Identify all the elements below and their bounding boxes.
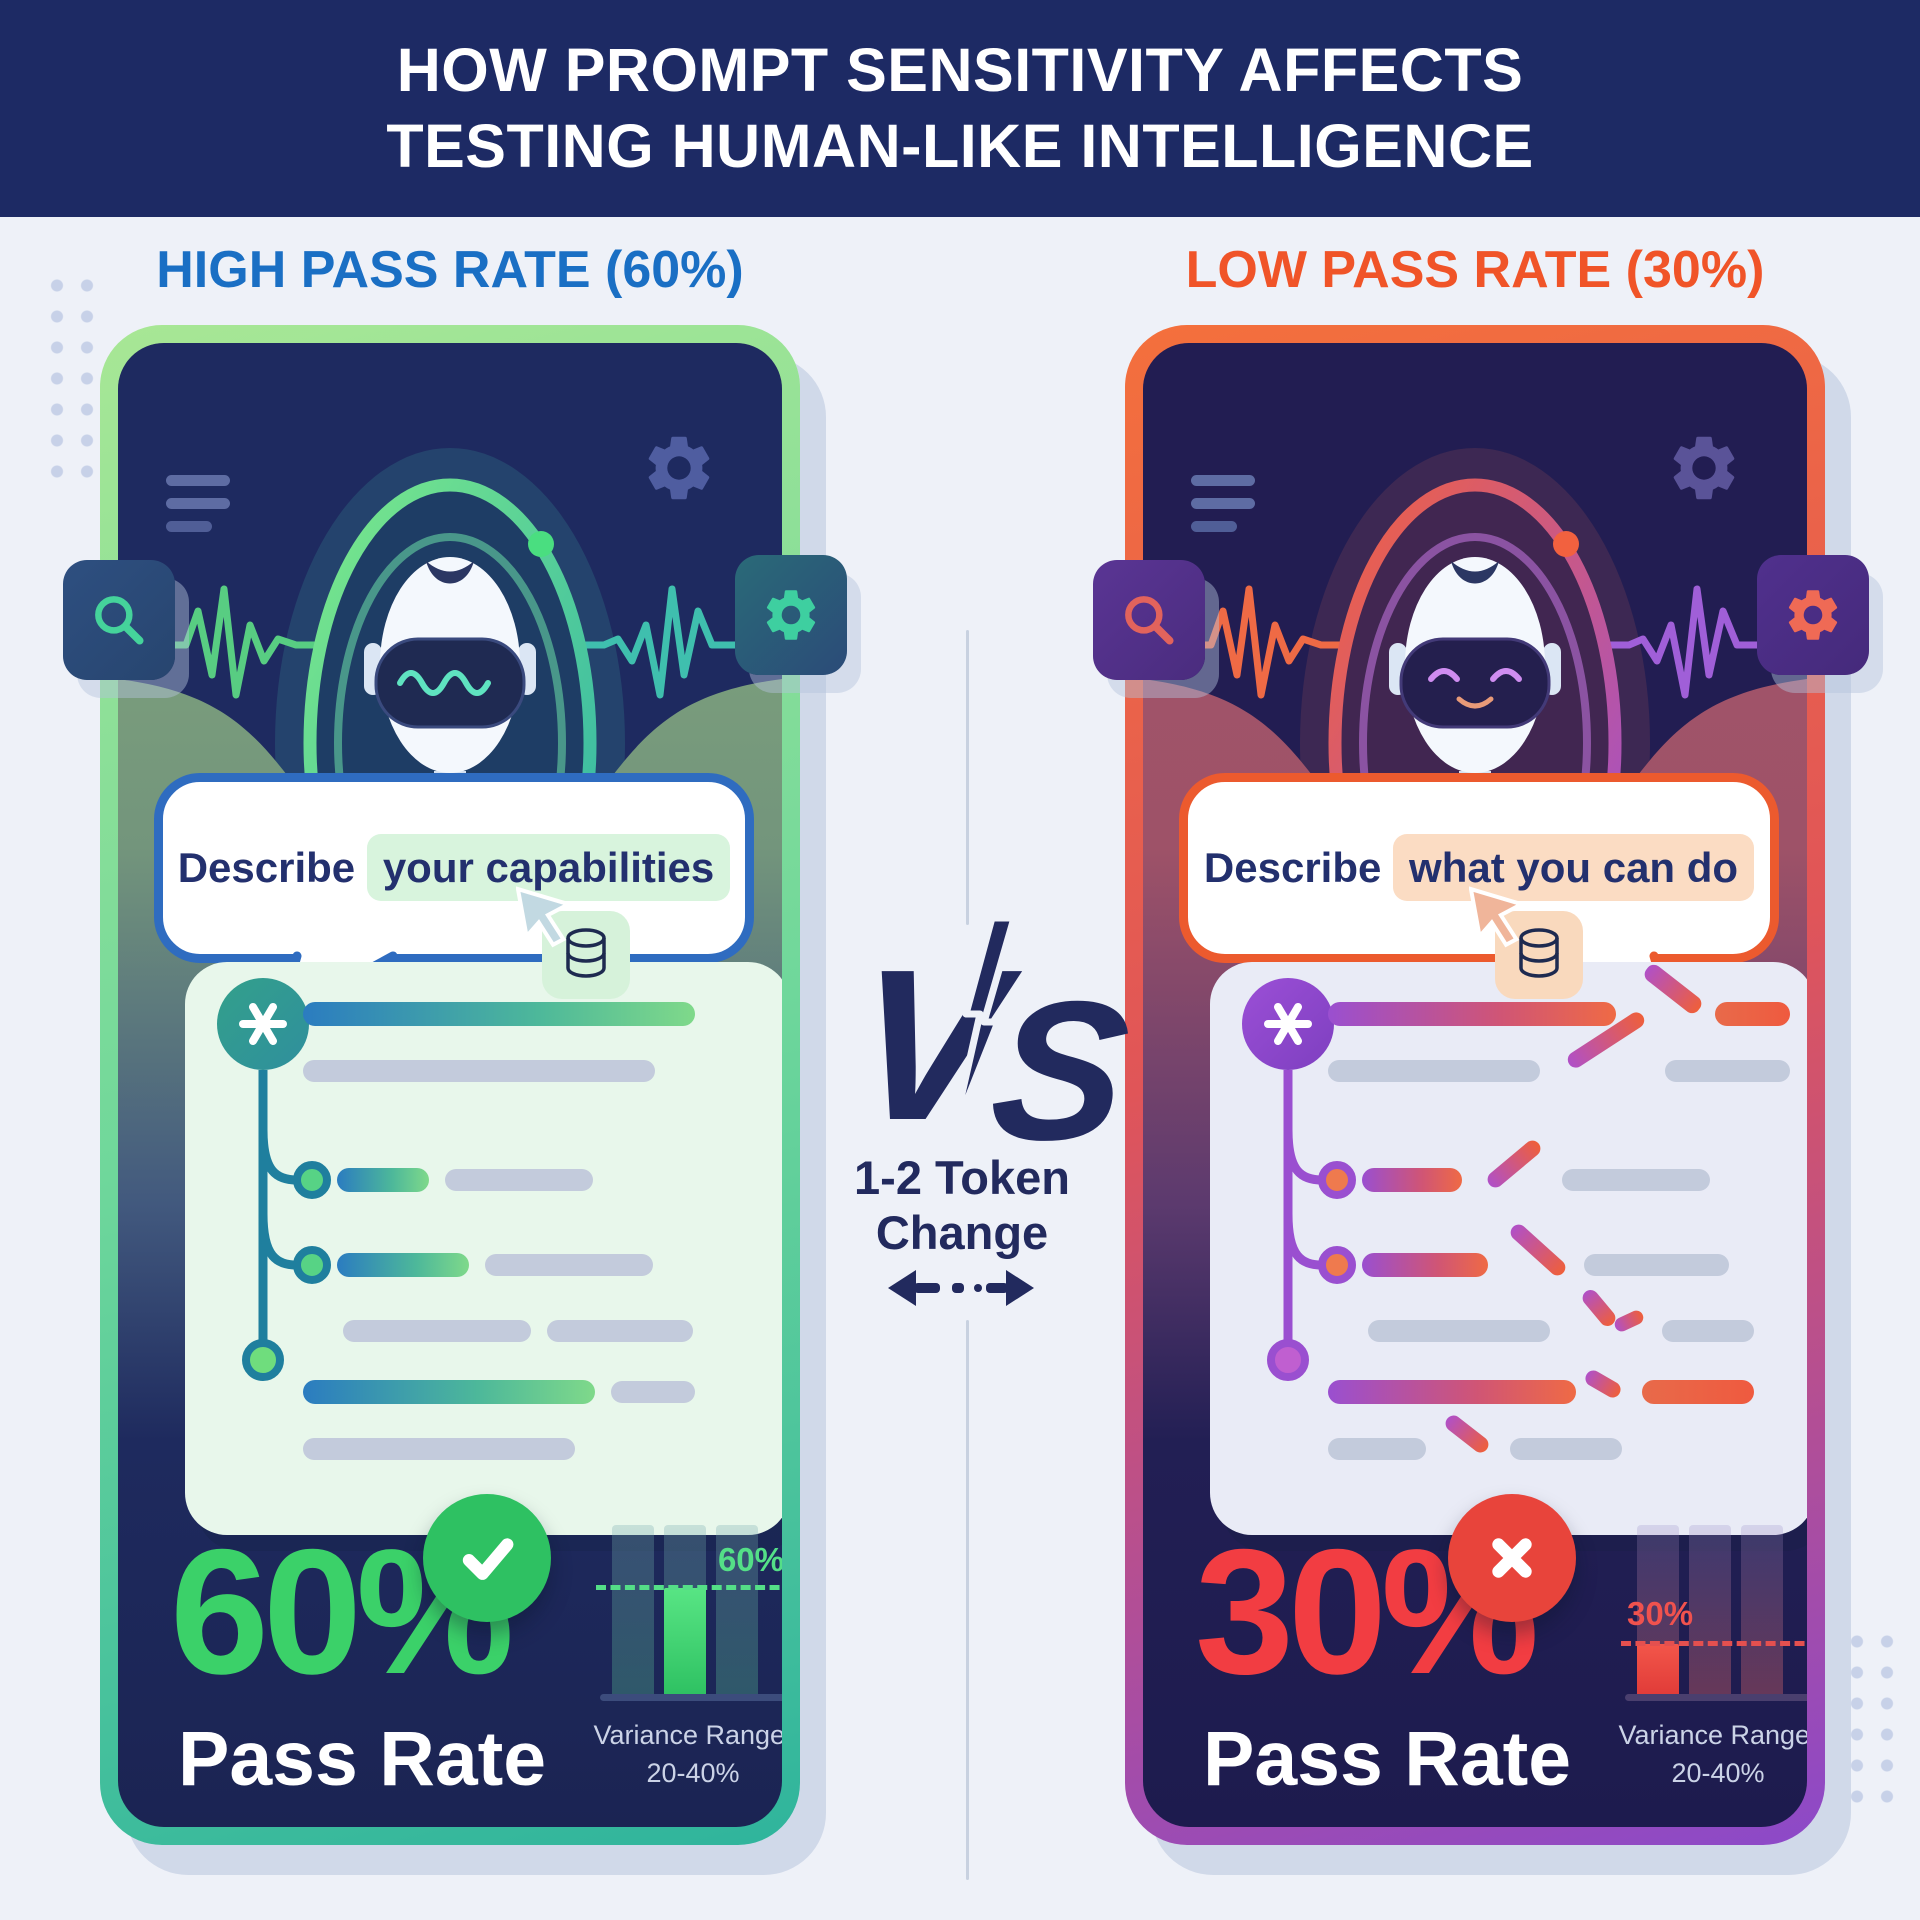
search-icon[interactable] (1093, 560, 1205, 680)
lightning-bolt-icon (948, 918, 1018, 1142)
skeleton-line (1328, 1380, 1576, 1404)
gear-icon[interactable] (640, 429, 718, 507)
robot-visor-wave (397, 670, 491, 696)
prompt-text: Describe your capabilities (177, 834, 731, 901)
marker-line (1621, 1641, 1807, 1646)
skeleton-line (303, 1060, 655, 1082)
waveform-left (154, 585, 318, 699)
skeleton-line (337, 1168, 429, 1192)
double-arrow-icon (888, 1270, 1034, 1306)
pass-rate-label: Pass Rate (1203, 1716, 1572, 1802)
skeleton-line (1562, 1169, 1710, 1191)
chart-baseline (600, 1694, 782, 1701)
skeleton-line (1328, 1060, 1540, 1082)
ghost-bar (1741, 1525, 1783, 1696)
chart-baseline (1625, 1694, 1807, 1701)
cursor-icon (516, 886, 574, 948)
response-panel (1210, 961, 1807, 1622)
page-title: HOW PROMPT SENSITIVITY AFFECTS TESTING H… (386, 33, 1533, 184)
skeleton-line (445, 1169, 593, 1191)
decor-dots-top-left (34, 262, 96, 480)
skeleton-line (547, 1320, 693, 1342)
check-icon (462, 1538, 514, 1580)
response-tree (1242, 978, 1356, 1381)
skeleton-line (303, 1380, 595, 1404)
waveform-right (582, 585, 744, 699)
high-pass-card: Describe your capabilities (63, 325, 847, 1845)
low-pass-header: LOW PASS RATE (30%) (1185, 241, 1765, 299)
skeleton-line (611, 1381, 695, 1403)
center-divider-top (966, 630, 969, 925)
robot-eye (1428, 668, 1460, 682)
menu-icon[interactable] (1191, 475, 1255, 532)
pass-rate-label: Pass Rate (178, 1716, 547, 1802)
skeleton-line (1362, 1168, 1462, 1192)
cursor-icon (1469, 886, 1527, 948)
ring-dot-top (528, 531, 554, 557)
skeleton-line (1584, 1254, 1729, 1276)
skeleton-line (1642, 1380, 1754, 1404)
gear-icon[interactable] (735, 555, 847, 675)
skeleton-line (1362, 1253, 1488, 1277)
robot-smile (1456, 696, 1494, 709)
pass-check-badge (423, 1494, 551, 1622)
prompt-prefix: Describe (177, 844, 356, 891)
skeleton-line (303, 1002, 695, 1026)
token-change-label: 1-2 Token Change (854, 1151, 1070, 1260)
center-divider-bottom (966, 1320, 969, 1880)
ghost-bar (1689, 1525, 1731, 1696)
prompt-text: Describe what you can do (1203, 834, 1755, 901)
prompt-highlight: what you can do (1393, 834, 1755, 901)
decor-dots-bottom-right (1834, 1618, 1896, 1808)
marker-label: 60% (717, 1541, 782, 1578)
variance-note: Variance Range: 20-40% (1618, 1720, 1807, 1788)
search-icon[interactable] (63, 560, 175, 680)
variance-chart: 60% (596, 1525, 782, 1701)
marker-bar (664, 1588, 706, 1696)
robot-eye (1490, 668, 1522, 682)
marker-bar (1637, 1644, 1679, 1696)
gear-icon[interactable] (1757, 555, 1869, 675)
prompt-bubble: Describe what you can do (1179, 773, 1779, 1023)
title-line-2: TESTING HUMAN-LIKE INTELLIGENCE (386, 111, 1534, 180)
x-icon (1492, 1538, 1532, 1578)
menu-icon[interactable] (166, 475, 230, 532)
variance-chart: 30% (1621, 1525, 1807, 1701)
skeleton-line (1328, 1438, 1426, 1460)
high-pass-header: HIGH PASS RATE (60%) (156, 241, 744, 299)
variance-note: Variance Range: 20-40% (593, 1720, 782, 1788)
skeleton-line (1662, 1320, 1754, 1342)
gear-icon[interactable] (1665, 429, 1743, 507)
prompt-highlight: your capabilities (366, 834, 731, 901)
ghost-bar (716, 1525, 758, 1696)
skeleton-line (1715, 1002, 1790, 1026)
skeleton-line (303, 1438, 575, 1460)
skeleton-line (1665, 1060, 1790, 1082)
skeleton-line (337, 1253, 469, 1277)
skeleton-line (1510, 1438, 1622, 1460)
skeleton-line (343, 1320, 531, 1342)
prompt-bubble: Describe your capabilities (154, 773, 754, 1023)
waveform-left (1179, 585, 1343, 699)
fail-x-badge (1448, 1494, 1576, 1622)
skeleton-line (485, 1254, 653, 1276)
marker-line (596, 1585, 782, 1590)
waveform-right (1607, 585, 1769, 699)
ring-dot-top (1553, 531, 1579, 557)
title-banner: HOW PROMPT SENSITIVITY AFFECTS TESTING H… (0, 0, 1920, 217)
skeleton-line (1368, 1320, 1550, 1342)
skeleton-line (1328, 1002, 1616, 1026)
marker-label: 30% (1627, 1595, 1694, 1632)
title-line-1: HOW PROMPT SENSITIVITY AFFECTS (396, 35, 1524, 104)
response-tree (217, 978, 331, 1381)
prompt-prefix: Describe (1203, 844, 1382, 891)
openai-icon (1242, 978, 1334, 1070)
response-panel (185, 962, 782, 1622)
low-pass-card: Describe what you can do (1093, 325, 1869, 1845)
ghost-bar (612, 1525, 654, 1696)
openai-icon (217, 978, 309, 1070)
